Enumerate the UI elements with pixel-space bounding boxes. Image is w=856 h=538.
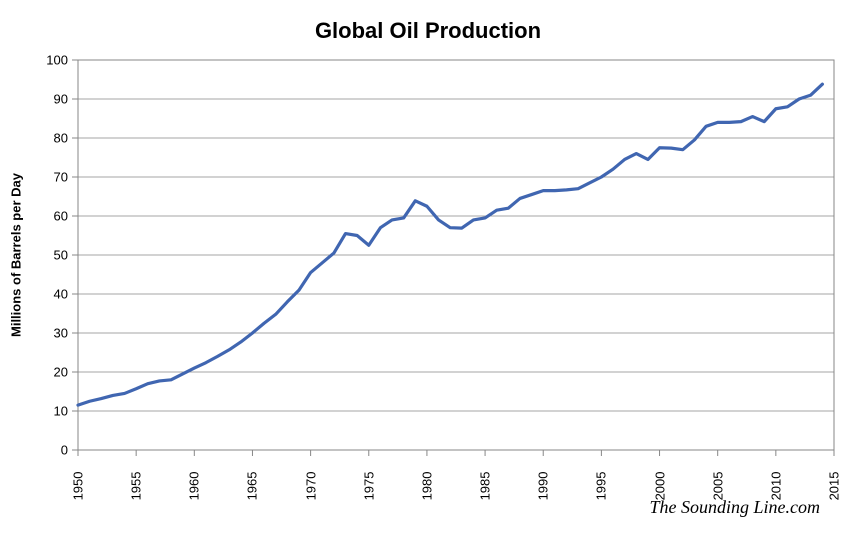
y-tick-label: 50 [38,248,68,263]
y-tick-label: 0 [38,443,68,458]
x-tick-label: 1985 [478,472,493,512]
chart-container: Global Oil Production Millions of Barrel… [0,0,856,538]
y-tick-label: 70 [38,170,68,185]
x-tick-label: 2010 [768,472,783,512]
plot-area [0,0,856,538]
y-tick-label: 100 [38,53,68,68]
x-tick-label: 1955 [129,472,144,512]
x-tick-label: 1950 [71,472,86,512]
x-tick-label: 2000 [652,472,667,512]
y-tick-label: 90 [38,92,68,107]
x-tick-label: 2005 [710,472,725,512]
x-tick-label: 1995 [594,472,609,512]
y-tick-label: 80 [38,131,68,146]
y-tick-label: 40 [38,287,68,302]
y-tick-label: 10 [38,404,68,419]
attribution: The Sounding Line.com [650,497,821,518]
y-tick-label: 20 [38,365,68,380]
x-tick-label: 2015 [827,472,842,512]
x-tick-label: 1990 [536,472,551,512]
x-tick-label: 1970 [303,472,318,512]
x-tick-label: 1980 [419,472,434,512]
x-tick-label: 1965 [245,472,260,512]
x-tick-label: 1960 [187,472,202,512]
y-tick-label: 30 [38,326,68,341]
x-tick-label: 1975 [361,472,376,512]
data-line [78,84,822,405]
y-tick-label: 60 [38,209,68,224]
